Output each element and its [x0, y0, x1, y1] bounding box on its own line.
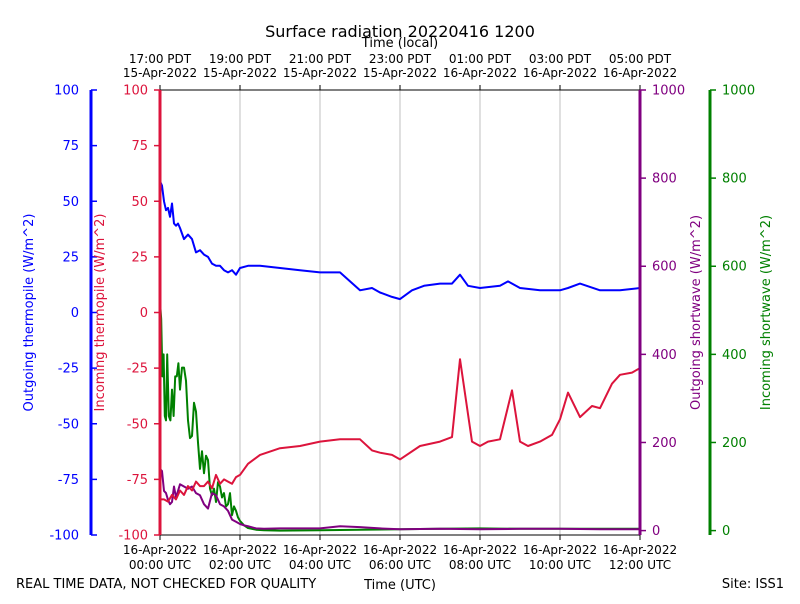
y-tick-label-outgoing-thermopile: 75: [62, 139, 79, 154]
x-top-tick-time: 01:00 PDT: [449, 52, 512, 66]
y-tick-label-incoming-thermopile: -50: [127, 417, 148, 432]
x-bottom-tick-time: 12:00 UTC: [609, 558, 671, 572]
y-tick-label-incoming-shortwave: 400: [722, 348, 747, 363]
y-tick-label-outgoing-thermopile: 0: [71, 306, 79, 321]
y-tick-label-outgoing-shortwave: 1000: [652, 84, 685, 99]
series-incoming-thermopile: [160, 358, 641, 503]
y-axis-label-outgoing-shortwave: Outgoing shortwave (W/m^2): [689, 215, 704, 410]
series-incoming-shortwave: [159, 301, 640, 532]
y-tick-label-outgoing-thermopile: -50: [58, 417, 79, 432]
x-top-tick-time: 19:00 PDT: [209, 52, 272, 66]
y-tick-label-incoming-thermopile: 100: [123, 84, 148, 99]
y-tick-label-incoming-thermopile: 50: [131, 195, 148, 210]
x-top-tick-time: 05:00 PDT: [609, 52, 672, 66]
y-tick-label-outgoing-shortwave: 400: [652, 348, 677, 363]
y-axis-label-outgoing-thermopile: Outgoing thermopile (W/m^2): [22, 214, 37, 412]
y-tick-label-incoming-thermopile: -75: [127, 473, 148, 488]
x-top-tick-time: 23:00 PDT: [369, 52, 432, 66]
x-bottom-tick-date: 16-Apr-2022: [523, 543, 597, 557]
y-tick-label-incoming-thermopile: 75: [131, 139, 148, 154]
grid-layer: [239, 90, 561, 535]
x-top-tick-time: 21:00 PDT: [289, 52, 352, 66]
x-bottom-tick-time: 00:00 UTC: [129, 558, 191, 572]
series-layer: [159, 180, 641, 532]
y-tick-label-incoming-thermopile: 25: [131, 250, 148, 265]
y-tick-label-outgoing-thermopile: -25: [58, 362, 79, 377]
y-tick-label-outgoing-thermopile: -100: [49, 529, 79, 544]
x-top-tick-date: 15-Apr-2022: [363, 66, 437, 80]
y-tick-label-outgoing-thermopile: 50: [62, 195, 79, 210]
y-tick-label-outgoing-thermopile: -75: [58, 473, 79, 488]
x-bottom-tick-time: 10:00 UTC: [529, 558, 591, 572]
y-axis-label-incoming-shortwave: Incoming shortwave (W/m^2): [759, 215, 774, 410]
x-top-tick-date: 16-Apr-2022: [603, 66, 677, 80]
y-tick-label-outgoing-shortwave: 200: [652, 436, 677, 451]
x-bottom-tick-time: 02:00 UTC: [209, 558, 271, 572]
site-footer: Site: ISS1: [722, 577, 784, 592]
x-bottom-tick-date: 16-Apr-2022: [363, 543, 437, 557]
x-top-tick-date: 15-Apr-2022: [283, 66, 357, 80]
x-top-tick-date: 15-Apr-2022: [203, 66, 277, 80]
series-outgoing-thermopile: [159, 180, 641, 301]
y-tick-label-outgoing-thermopile: 100: [54, 84, 79, 99]
x-bottom-tick-time: 04:00 UTC: [289, 558, 351, 572]
x-top-tick-time: 03:00 PDT: [529, 52, 592, 66]
y-tick-label-incoming-thermopile: -100: [118, 529, 148, 544]
x-bottom-tick-date: 16-Apr-2022: [603, 543, 677, 557]
series-outgoing-shortwave: [159, 468, 640, 531]
top-axis-label: Time (local): [361, 36, 438, 51]
y-tick-label-outgoing-shortwave: 800: [652, 172, 677, 187]
y-tick-label-incoming-thermopile: -25: [127, 362, 148, 377]
x-top-tick-date: 16-Apr-2022: [523, 66, 597, 80]
y-tick-label-incoming-shortwave: 200: [722, 436, 747, 451]
x-top-tick-date: 15-Apr-2022: [123, 66, 197, 80]
y-tick-label-incoming-shortwave: 1000: [722, 84, 755, 99]
x-bottom-tick-time: 08:00 UTC: [449, 558, 511, 572]
x-bottom-tick-date: 16-Apr-2022: [203, 543, 277, 557]
y-tick-label-incoming-thermopile: 0: [140, 306, 148, 321]
x-top-tick-time: 17:00 PDT: [129, 52, 192, 66]
y-tick-label-outgoing-shortwave: 600: [652, 260, 677, 275]
y-tick-label-incoming-shortwave: 600: [722, 260, 747, 275]
y-tick-label-incoming-shortwave: 800: [722, 172, 747, 187]
y-tick-label-incoming-shortwave: 0: [722, 524, 730, 539]
quality-footer: REAL TIME DATA, NOT CHECKED FOR QUALITY: [16, 577, 316, 592]
x-bottom-tick-time: 06:00 UTC: [369, 558, 431, 572]
x-bottom-tick-date: 16-Apr-2022: [443, 543, 517, 557]
x-top-tick-date: 16-Apr-2022: [443, 66, 517, 80]
x-bottom-tick-date: 16-Apr-2022: [123, 543, 197, 557]
y-axis-label-incoming-thermopile: Incoming thermopile (W/m^2): [93, 214, 108, 412]
x-axis-label: Time (UTC): [363, 578, 436, 593]
y-tick-label-outgoing-thermopile: 25: [62, 250, 79, 265]
chart-title: Surface radiation 20220416 1200: [265, 22, 535, 41]
y-tick-label-outgoing-shortwave: 0: [652, 524, 660, 539]
x-bottom-tick-date: 16-Apr-2022: [283, 543, 357, 557]
